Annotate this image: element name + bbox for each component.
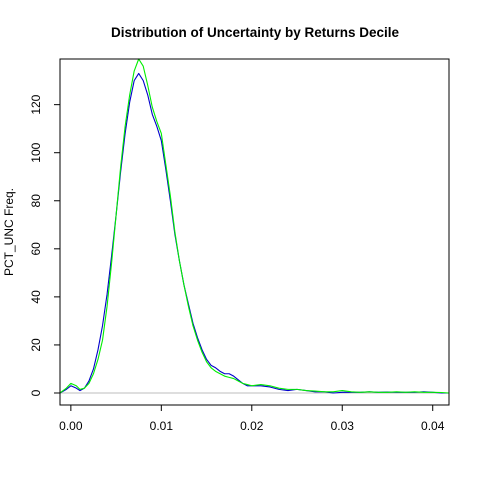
y-tick-label: 80 [29, 194, 43, 208]
y-tick-label: 100 [29, 142, 43, 162]
x-tick-label: 0.04 [421, 419, 445, 433]
y-tick-label: 20 [29, 338, 43, 352]
x-tick-label: 0.03 [331, 419, 355, 433]
y-tick-label: 40 [29, 290, 43, 304]
series-line-2 [59, 58, 450, 394]
y-tick-label: 0 [29, 389, 43, 396]
y-tick-label: 120 [29, 94, 43, 114]
x-axis: 0.00 0.01 0.02 0.03 0.04 [59, 405, 445, 433]
plot-frame [59, 58, 450, 406]
plot-area [59, 58, 450, 394]
y-axis-label: PCT_UNC Freq. [2, 188, 16, 276]
y-tick-label: 60 [29, 242, 43, 256]
x-tick-label: 0.02 [240, 419, 264, 433]
x-tick-label: 0.00 [59, 419, 83, 433]
x-tick-label: 0.01 [150, 419, 174, 433]
chart-title: Distribution of Uncertainty by Returns D… [111, 25, 400, 40]
series-line-1 [59, 72, 449, 394]
y-axis: 0 20 40 60 80 100 120 [29, 94, 60, 396]
